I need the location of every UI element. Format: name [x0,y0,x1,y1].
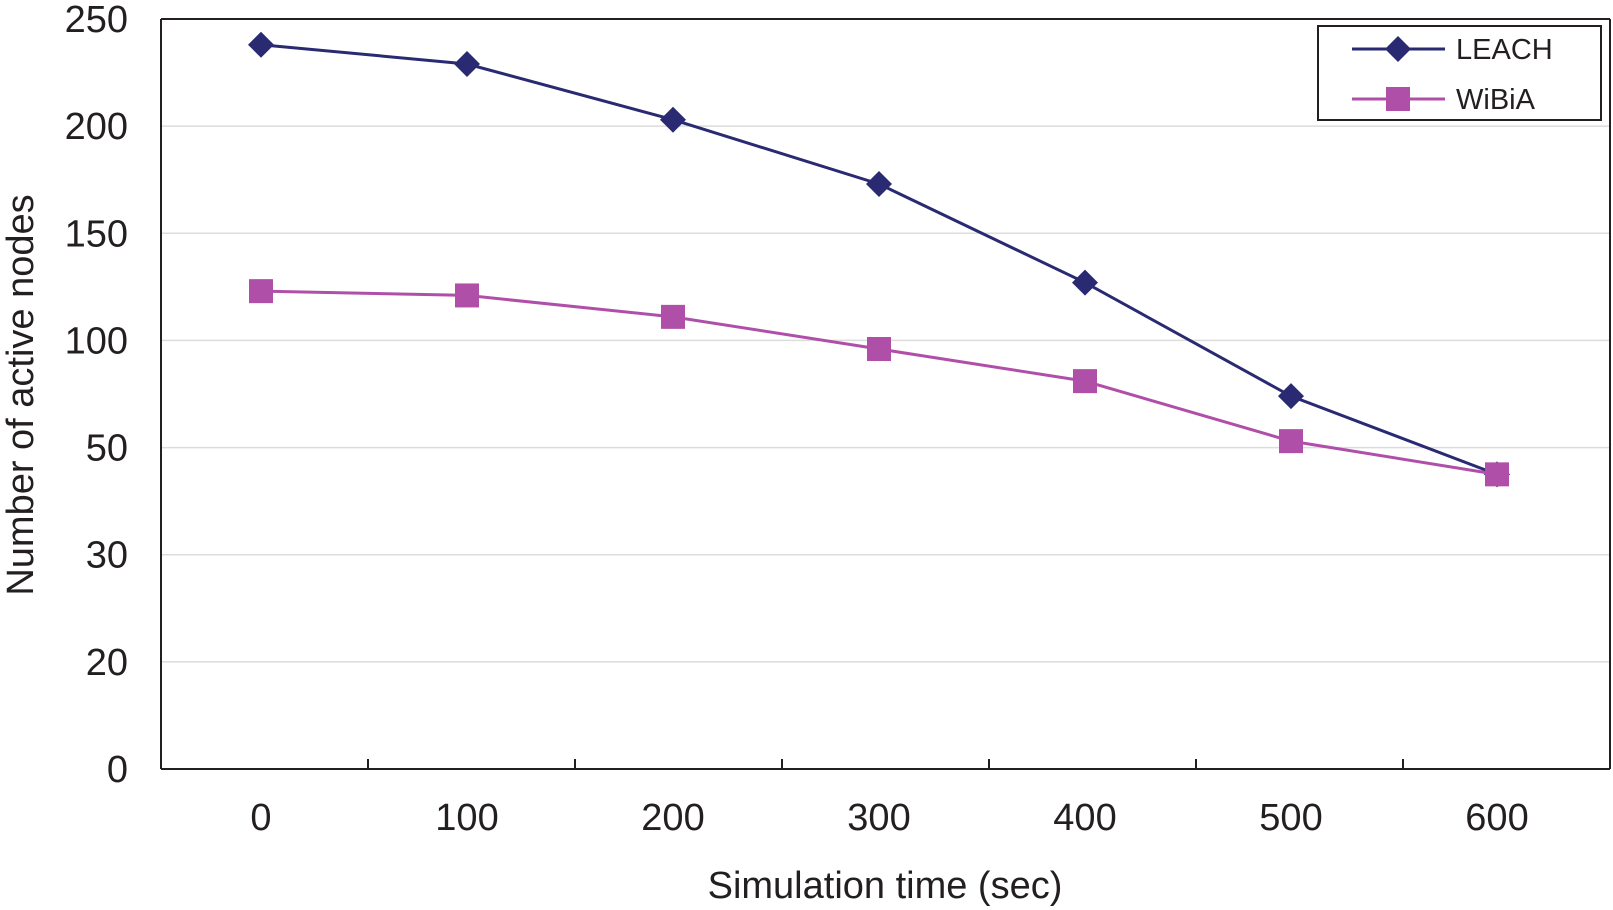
diamond-point [454,51,480,77]
legend-label: WiBiA [1456,84,1536,116]
x-tick-label: 400 [1053,797,1116,839]
y-tick-label: 200 [65,106,128,148]
square-point [455,283,479,308]
legend-box [1317,25,1602,121]
legend-marker [1385,36,1411,62]
grid-lines [161,125,1610,663]
x-tick-label: 300 [847,797,910,839]
square-point [1279,429,1303,454]
x-tick-label: 600 [1465,797,1528,839]
y-axis-ticks: 0 20 30 50 100 150 200 250 [65,0,128,791]
y-axis-title: Number of active nodes [0,194,42,595]
y-tick-label: 50 [86,428,128,470]
y-tick-label: 0 [107,749,128,791]
diamond-point [248,31,274,58]
x-axis-title: Simulation time (sec) [708,865,1063,907]
diamond-point [866,171,892,197]
series-line [260,43,1498,476]
x-tick-label: 500 [1259,797,1322,839]
x-tick-label: 200 [641,797,704,839]
square-point [1485,462,1509,487]
legend-marker [1386,87,1410,111]
series-leach [248,31,1510,488]
axes [160,18,1611,770]
square-point [867,337,891,361]
square-point [1073,369,1097,394]
x-axis-ticks: 0 100 200 300 400 500 600 [250,759,1529,839]
y-tick-label: 100 [65,320,128,362]
legend: LEACH WiBiA [1317,25,1602,121]
y-tick-label: 250 [65,0,128,41]
x-tick-label: 0 [250,797,271,839]
legend-item-wibia: WiBiA [1352,84,1536,116]
y-tick-label: 20 [86,642,128,684]
square-point [661,304,685,329]
series-layer [248,31,1510,488]
x-tick-label: 100 [435,797,498,839]
series-wibia [249,279,1509,487]
y-tick-label: 30 [86,535,128,577]
diamond-point [1072,269,1098,296]
y-tick-label: 150 [65,213,128,255]
legend-label: LEACH [1456,34,1553,66]
diamond-point [660,106,686,133]
square-point [249,279,273,304]
legend-item-leach: LEACH [1352,34,1553,66]
diamond-point [1278,383,1304,410]
